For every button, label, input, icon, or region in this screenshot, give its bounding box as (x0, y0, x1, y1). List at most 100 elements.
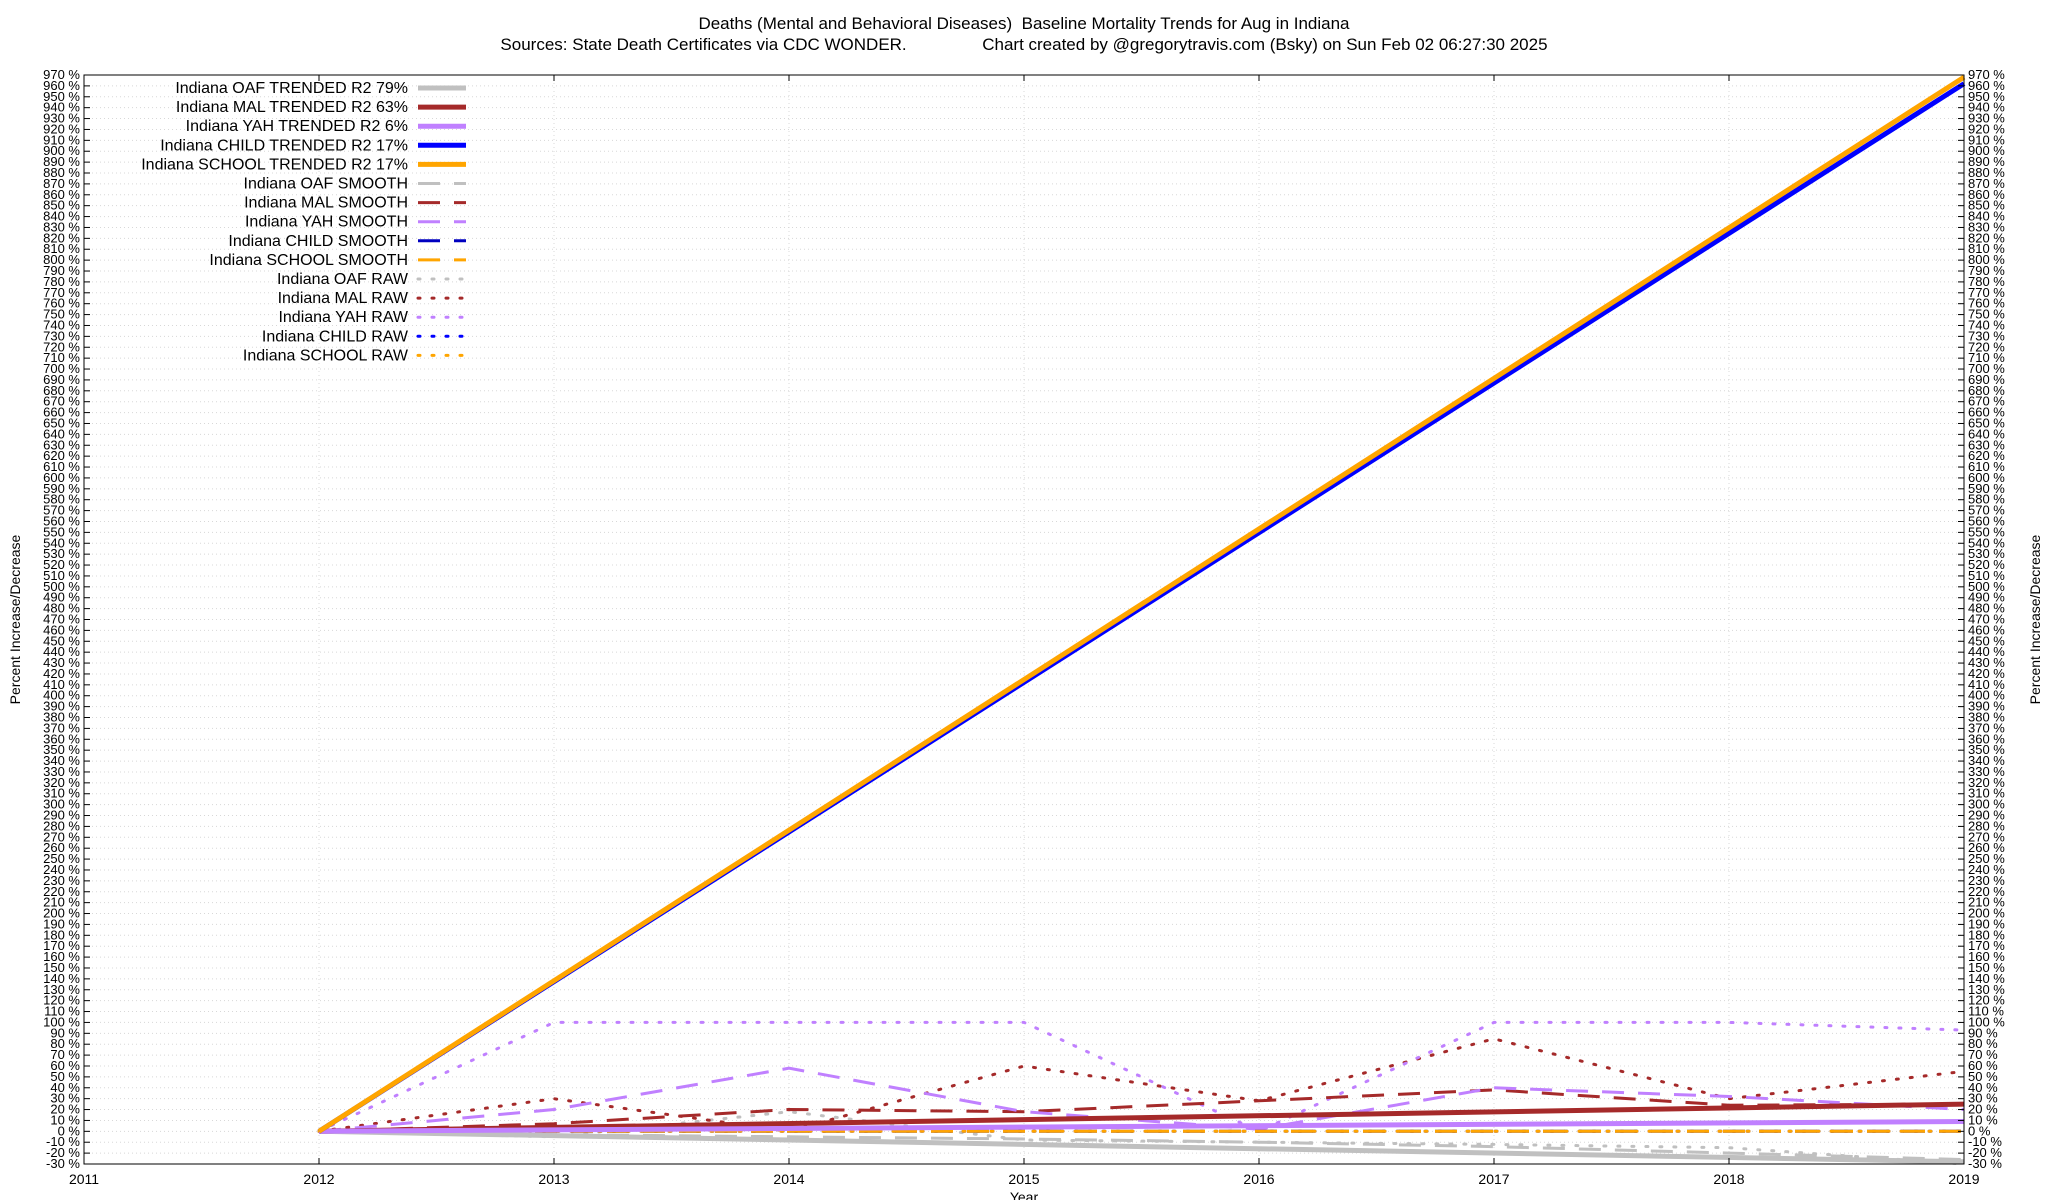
y2-tick-label: 200 % (1968, 906, 2005, 921)
y2-tick-label: 720 % (1968, 339, 2005, 354)
y2-tick-label: 160 % (1968, 949, 2005, 964)
y-tick-label: 650 % (43, 415, 80, 430)
series-line-indiana-mal-smooth (318, 1088, 1965, 1133)
y2-tick-label: 580 % (1968, 492, 2005, 507)
y-tick-label: 770 % (43, 285, 80, 300)
y2-tick-label: 130 % (1968, 982, 2005, 997)
y-tick-label: 920 % (43, 121, 80, 136)
y2-tick-label: 540 % (1968, 535, 2005, 550)
y-tick-label: 750 % (43, 307, 80, 322)
series-lines (317, 75, 1966, 1166)
y-tick-label: 310 % (43, 786, 80, 801)
y2-tick-label: 120 % (1968, 993, 2005, 1008)
y2-axis-label: Percent Increase/Decrease (2027, 534, 2043, 704)
y2-tick-label: 770 % (1968, 285, 2005, 300)
y-tick-label: 120 % (43, 993, 80, 1008)
x-tick-label: 2016 (1243, 1171, 1274, 1187)
y-tick-label: 440 % (43, 644, 80, 659)
y2-tick-label: 400 % (1968, 688, 2005, 703)
y2-tick-label: 410 % (1968, 677, 2005, 692)
y-tick-label: 460 % (43, 622, 80, 637)
y-tick-label: 530 % (43, 546, 80, 561)
y2-tick-label: 730 % (1968, 328, 2005, 343)
y-tick-label: 300 % (43, 797, 80, 812)
y2-tick-label: 890 % (1968, 154, 2005, 169)
y-tick-label: 870 % (43, 176, 80, 191)
y2-tick-label: 810 % (1968, 241, 2005, 256)
y2-tick-label: 520 % (1968, 557, 2005, 572)
y-tick-label: 230 % (43, 873, 80, 888)
y-tick-label: 680 % (43, 383, 80, 398)
y2-tick-label: 850 % (1968, 198, 2005, 213)
y2-tick-label: 650 % (1968, 415, 2005, 430)
y-tick-label: 610 % (43, 459, 80, 474)
y-tick-label: 330 % (43, 764, 80, 779)
y-tick-label: 450 % (43, 633, 80, 648)
y-tick-label: 950 % (43, 89, 80, 104)
y2-tick-label: 450 % (1968, 633, 2005, 648)
legend-label: Indiana MAL RAW (278, 290, 409, 307)
chart-subtitle: Sources: State Death Certificates via CD… (500, 35, 1548, 54)
y-tick-label: 860 % (43, 187, 80, 202)
y-tick-label: 660 % (43, 405, 80, 420)
y-tick-label: 570 % (43, 503, 80, 518)
y-tick-label: 550 % (43, 524, 80, 539)
y-tick-label: 890 % (43, 154, 80, 169)
y-tick-label: 150 % (43, 960, 80, 975)
legend-label: Indiana CHILD RAW (262, 328, 409, 345)
y2-tick-label: 690 % (1968, 372, 2005, 387)
y2-tick-label: 820 % (1968, 230, 2005, 245)
y-tick-label: 470 % (43, 612, 80, 627)
y-tick-label: 490 % (43, 590, 80, 605)
y-tick-label: 30 % (50, 1091, 80, 1106)
y2-tick-label: 560 % (1968, 513, 2005, 528)
y2-tick-label: 590 % (1968, 481, 2005, 496)
y-tick-label: 480 % (43, 601, 80, 616)
y2-tick-label: 190 % (1968, 916, 2005, 931)
y-tick-label: 590 % (43, 481, 80, 496)
legend-label: Indiana CHILD SMOOTH (228, 233, 408, 250)
y-tick-label: 760 % (43, 296, 80, 311)
y-tick-label: 180 % (43, 927, 80, 942)
y2-tick-label: 710 % (1968, 350, 2005, 365)
y2-tick-label: 40 % (1968, 1080, 1998, 1095)
y-tick-label: 930 % (43, 111, 80, 126)
series-line-indiana-oaf-trended-r2-79 (318, 1128, 1965, 1165)
y2-tick-label: 320 % (1968, 775, 2005, 790)
y2-tick-label: 790 % (1968, 263, 2005, 278)
series-line-indiana-yah-trended-r2-6 (318, 1119, 1965, 1134)
y2-tick-label: 360 % (1968, 731, 2005, 746)
y2-tick-label: 0 % (1968, 1123, 1991, 1138)
y-tick-label: 20 % (50, 1102, 80, 1117)
y-tick-label: -20 % (46, 1145, 80, 1160)
x-tick-label: 2013 (538, 1171, 569, 1187)
y2-tick-label: 480 % (1968, 601, 2005, 616)
y2-tick-label: 290 % (1968, 808, 2005, 823)
y-tick-label: 790 % (43, 263, 80, 278)
y-tick-label: 290 % (43, 808, 80, 823)
y2-tick-label: 170 % (1968, 938, 2005, 953)
y2-tick-label: 640 % (1968, 426, 2005, 441)
y-tick-label: 90 % (50, 1025, 80, 1040)
y2-tick-label: 870 % (1968, 176, 2005, 191)
y-tick-label: 910 % (43, 132, 80, 147)
y2-tick-label: 100 % (1968, 1014, 2005, 1029)
x-tick-label: 2017 (1478, 1171, 1509, 1187)
y2-tick-label: 950 % (1968, 89, 2005, 104)
legend-label: Indiana MAL TRENDED R2 63% (176, 99, 408, 116)
y2-tick-label: 90 % (1968, 1025, 1998, 1040)
y2-tick-label: 800 % (1968, 252, 2005, 267)
y2-tick-label: 340 % (1968, 753, 2005, 768)
y2-tick-label: 550 % (1968, 524, 2005, 539)
y-tick-label: 580 % (43, 492, 80, 507)
legend: Indiana OAF TRENDED R2 79% Indiana MAL TR… (141, 80, 468, 364)
y-tick-label: 190 % (43, 916, 80, 931)
y-tick-label: 350 % (43, 742, 80, 757)
y-tick-label: 740 % (43, 317, 80, 332)
y2-tick-label: 430 % (1968, 655, 2005, 670)
y-tick-label: 140 % (43, 971, 80, 986)
y-axis-label: Percent Increase/Decrease (7, 534, 23, 704)
y2-tick-label: 210 % (1968, 895, 2005, 910)
